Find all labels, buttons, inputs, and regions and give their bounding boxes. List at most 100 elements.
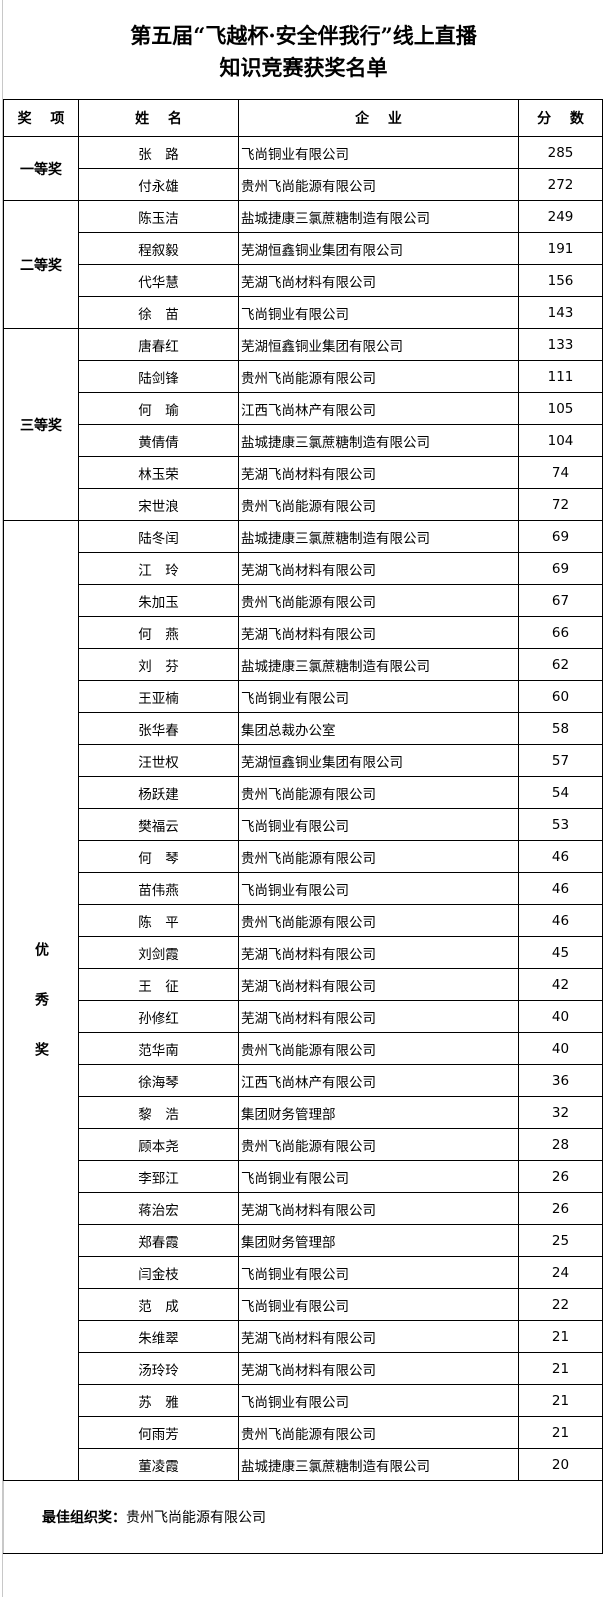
- table-row: 张华春 集团总裁办公室 58: [4, 712, 603, 745]
- footer-value: 贵州飞尚能源有限公司: [126, 1510, 266, 1526]
- name-cell: 陈 平: [78, 904, 239, 937]
- company-cell: 飞尚铜业有限公司: [238, 1256, 519, 1289]
- company-cell: 集团财务管理部: [238, 1096, 519, 1129]
- table-row: 陈 平贵州飞尚能源有限公司 46: [4, 904, 603, 937]
- name-cell: 陈玉洁: [78, 200, 239, 233]
- score-cell: 60: [518, 680, 603, 713]
- score-cell: 21: [518, 1384, 603, 1417]
- table-row: 朱维翠 芜湖飞尚材料有限公司 21: [4, 1320, 603, 1353]
- company-cell: 盐城捷康三氯蔗糖制造有限公司: [238, 520, 519, 553]
- score-cell: 36: [518, 1064, 603, 1097]
- table-row: 闫金枝 飞尚铜业有限公司 24: [4, 1256, 603, 1289]
- table-row: 何 瑜江西飞尚林产有限公司 105: [4, 392, 603, 425]
- score-cell: 143: [518, 296, 603, 329]
- company-cell: 芜湖飞尚材料有限公司: [238, 1000, 519, 1033]
- name-cell: 刘 芬: [78, 648, 239, 681]
- name-cell: 江 玲: [78, 552, 239, 585]
- name-cell: 董凌霞: [78, 1448, 239, 1481]
- name-cell: 何 燕: [78, 616, 239, 649]
- score-cell: 69: [518, 520, 603, 553]
- table-row: 何 琴贵州飞尚能源有限公司 46: [4, 840, 603, 873]
- score-cell: 24: [518, 1256, 603, 1289]
- company-cell: 飞尚铜业有限公司: [238, 296, 519, 329]
- score-cell: 285: [518, 136, 603, 169]
- company-cell: 芜湖飞尚材料有限公司: [238, 552, 519, 585]
- company-cell: 盐城捷康三氯蔗糖制造有限公司: [238, 1448, 519, 1481]
- name-cell: 苏 雅: [78, 1384, 239, 1417]
- best-organization-award: 最佳组织奖：贵州飞尚能源有限公司: [3, 1480, 603, 1554]
- score-cell: 25: [518, 1224, 603, 1257]
- award-cell: 优秀奖: [3, 520, 79, 1481]
- score-cell: 46: [518, 904, 603, 937]
- company-cell: 贵州飞尚能源有限公司: [238, 1032, 519, 1065]
- header-company: 企 业: [238, 99, 519, 137]
- table-row: 杨跃建 贵州飞尚能源有限公司 54: [4, 776, 603, 809]
- score-cell: 22: [518, 1288, 603, 1321]
- score-cell: 46: [518, 840, 603, 873]
- company-cell: 飞尚铜业有限公司: [238, 1288, 519, 1321]
- table-row: 何雨芳 贵州飞尚能源有限公司 21: [4, 1416, 603, 1449]
- table-row: 付永雄 贵州飞尚能源有限公司 272: [4, 168, 603, 201]
- company-cell: 芜湖飞尚材料有限公司: [238, 616, 519, 649]
- table-row: 陆剑锋 贵州飞尚能源有限公司 111: [4, 360, 603, 393]
- name-cell: 孙修红: [78, 1000, 239, 1033]
- name-cell: 唐春红: [78, 328, 239, 361]
- company-cell: 芜湖飞尚材料有限公司: [238, 1192, 519, 1225]
- name-cell: 林玉荣: [78, 456, 239, 489]
- name-cell: 宋世浪: [78, 488, 239, 521]
- company-cell: 芜湖恒鑫铜业集团有限公司: [238, 232, 519, 265]
- company-cell: 江西飞尚林产有限公司: [238, 392, 519, 425]
- table-row: 汤玲玲 芜湖飞尚材料有限公司 21: [4, 1352, 603, 1385]
- name-cell: 王 征: [78, 968, 239, 1001]
- company-cell: 飞尚铜业有限公司: [238, 1384, 519, 1417]
- table-row: 黄倩倩 盐城捷康三氯蔗糖制造有限公司 104: [4, 424, 603, 457]
- table-row: 孙修红 芜湖飞尚材料有限公司 40: [4, 1000, 603, 1033]
- company-cell: 芜湖飞尚材料有限公司: [238, 936, 519, 969]
- table-row: 郑春霞 集团财务管理部 25: [4, 1224, 603, 1257]
- company-cell: 芜湖飞尚材料有限公司: [238, 1320, 519, 1353]
- company-cell: 贵州飞尚能源有限公司: [238, 1128, 519, 1161]
- name-cell: 徐 苗: [78, 296, 239, 329]
- table-row: 王 征芜湖飞尚材料有限公司 42: [4, 968, 603, 1001]
- score-cell: 133: [518, 328, 603, 361]
- score-cell: 40: [518, 1032, 603, 1065]
- name-cell: 杨跃建: [78, 776, 239, 809]
- score-cell: 53: [518, 808, 603, 841]
- table-row: 朱加玉 贵州飞尚能源有限公司 67: [4, 584, 603, 617]
- company-cell: 飞尚铜业有限公司: [238, 1160, 519, 1193]
- award-cell: 三等奖: [3, 328, 79, 521]
- table-row: 一等奖张 路飞尚铜业有限公司 285: [3, 136, 603, 201]
- title-line-2: 知识竞赛获奖名单: [219, 55, 388, 80]
- footer-row: 最佳组织奖：贵州飞尚能源有限公司: [3, 1480, 603, 1554]
- score-cell: 105: [518, 392, 603, 425]
- table-row: 苗伟燕 飞尚铜业有限公司 46: [4, 872, 603, 905]
- table-row: 宋世浪 贵州飞尚能源有限公司 72: [4, 488, 603, 521]
- company-cell: 芜湖飞尚材料有限公司: [238, 968, 519, 1001]
- name-cell: 顾本尧: [78, 1128, 239, 1161]
- name-cell: 何雨芳: [78, 1416, 239, 1449]
- footer-label: 最佳组织奖：: [42, 1510, 126, 1526]
- company-cell: 贵州飞尚能源有限公司: [238, 1416, 519, 1449]
- score-cell: 21: [518, 1320, 603, 1353]
- score-cell: 72: [518, 488, 603, 521]
- table-row: 代华慧 芜湖飞尚材料有限公司 156: [4, 264, 603, 297]
- award-cell: 一等奖: [3, 136, 79, 201]
- name-cell: 黄倩倩: [78, 424, 239, 457]
- score-cell: 104: [518, 424, 603, 457]
- name-cell: 汤玲玲: [78, 1352, 239, 1385]
- table-row: 程叙毅 芜湖恒鑫铜业集团有限公司 191: [4, 232, 603, 265]
- header-row: 奖 项 姓 名 企 业 分 数: [3, 99, 603, 137]
- company-cell: 飞尚铜业有限公司: [238, 136, 519, 169]
- company-cell: 集团财务管理部: [238, 1224, 519, 1257]
- name-cell: 范华南: [78, 1032, 239, 1065]
- table-row: 何 燕芜湖飞尚材料有限公司 66: [4, 616, 603, 649]
- table-row: 范华南 贵州飞尚能源有限公司 40: [4, 1032, 603, 1065]
- name-cell: 刘剑霞: [78, 936, 239, 969]
- header-score: 分 数: [518, 99, 603, 137]
- company-cell: 贵州飞尚能源有限公司: [238, 776, 519, 809]
- score-cell: 272: [518, 168, 603, 201]
- score-cell: 21: [518, 1416, 603, 1449]
- company-cell: 芜湖飞尚材料有限公司: [238, 456, 519, 489]
- header-name: 姓 名: [78, 99, 239, 137]
- name-cell: 闫金枝: [78, 1256, 239, 1289]
